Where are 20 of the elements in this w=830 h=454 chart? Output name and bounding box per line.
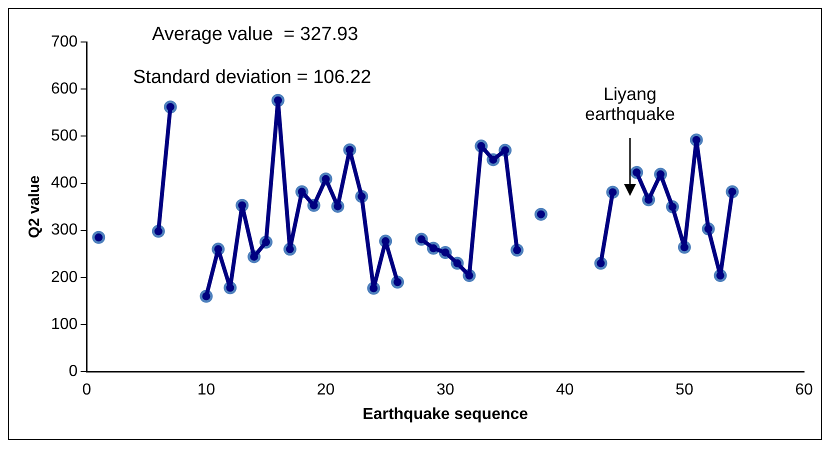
y-tick-label: 0 xyxy=(68,363,78,380)
annotation: Standard deviation = 106.22 xyxy=(133,67,372,88)
y-tick-label: 700 xyxy=(50,33,78,50)
y-tick-label: 500 xyxy=(50,128,78,145)
y-tick-label: 600 xyxy=(50,80,78,98)
y-tick-label: 300 xyxy=(50,222,78,239)
y-axis-title: Q2 value xyxy=(26,176,44,238)
y-tick-label: 200 xyxy=(50,268,78,286)
x-tick-label: 50 xyxy=(676,382,694,399)
x-tick-label: 10 xyxy=(197,382,216,399)
annotation: Average value = 327.93 xyxy=(152,24,358,45)
annotation: Liyang earthquake xyxy=(584,84,676,124)
x-tick-label: 0 xyxy=(82,382,92,399)
x-tick-label: 30 xyxy=(436,382,454,399)
y-tick-label: 100 xyxy=(50,316,78,333)
x-tick-label: 40 xyxy=(556,382,574,399)
x-axis-title: Earthquake sequence xyxy=(362,406,528,423)
y-tick-label: 400 xyxy=(50,174,78,192)
x-tick-label: 20 xyxy=(316,382,335,399)
x-tick-label: 60 xyxy=(795,382,813,399)
